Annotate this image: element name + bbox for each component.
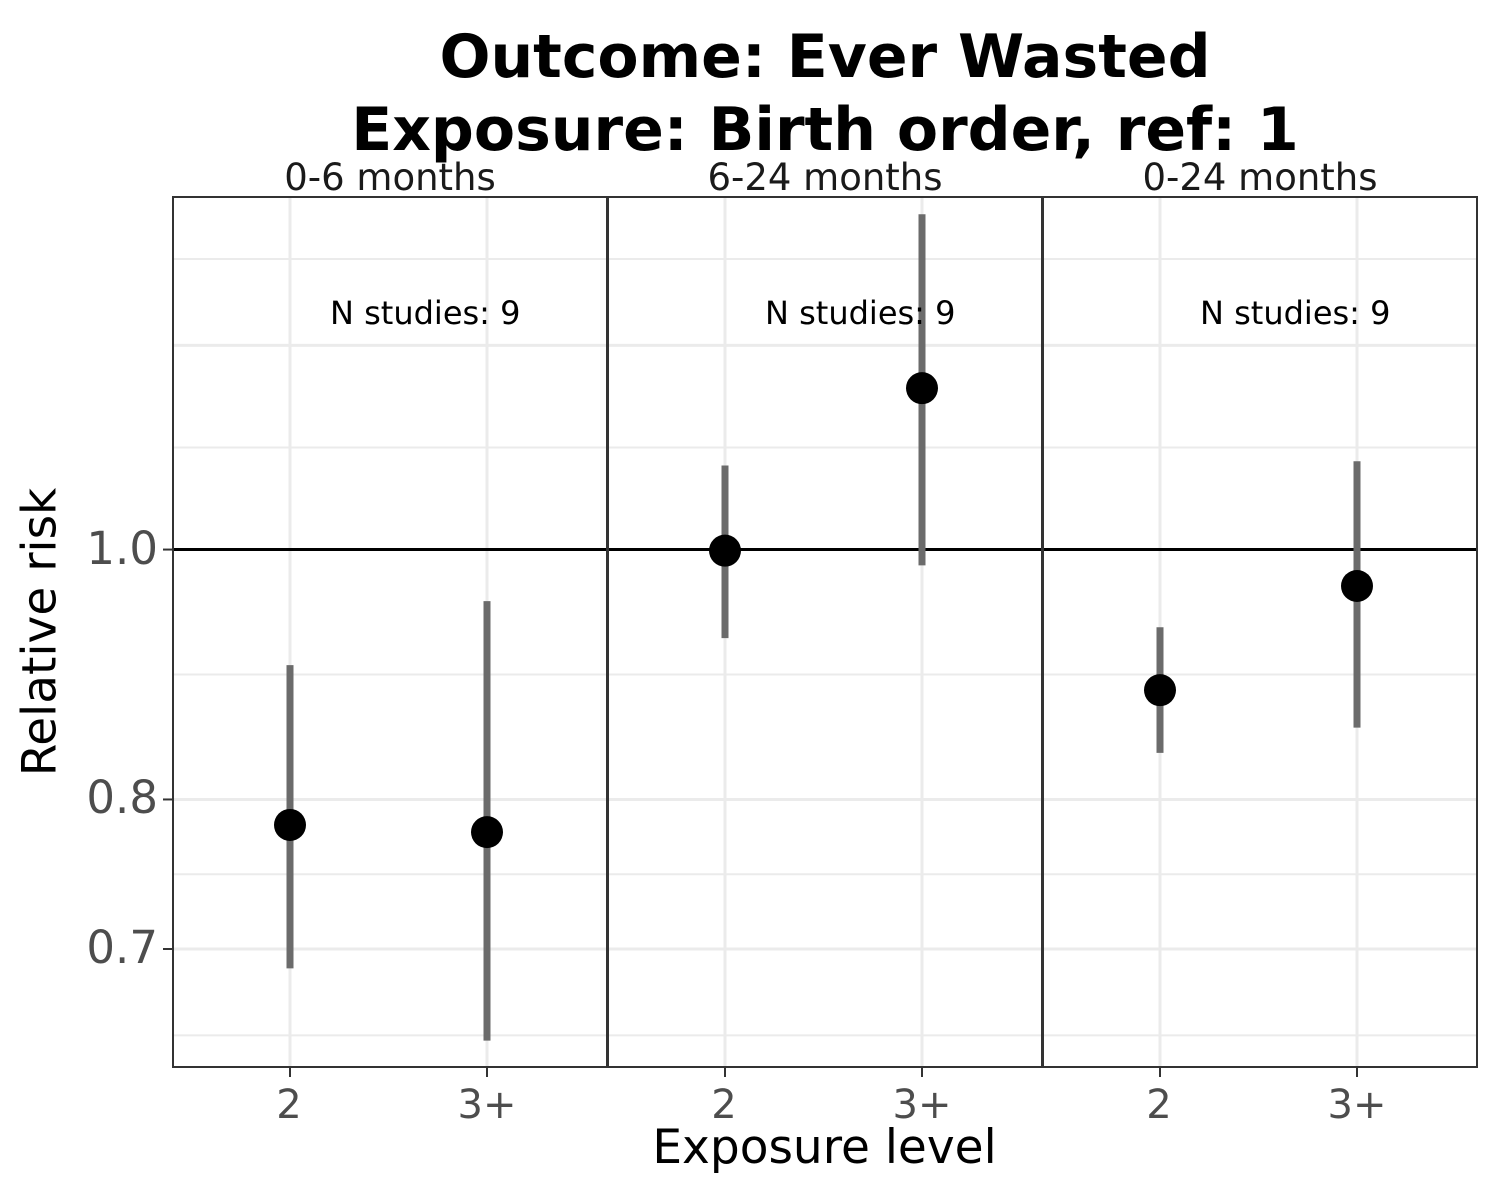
chart-subtitle: Exposure: Birth order, ref: 1 <box>351 95 1299 165</box>
x-tick-label: 3+ <box>457 1082 517 1128</box>
point-estimate <box>1144 674 1176 707</box>
x-tick-label: 3+ <box>892 1082 952 1128</box>
point-estimate <box>1341 569 1373 602</box>
x-tick-label: 2 <box>1146 1082 1172 1128</box>
panel-label-6-24-months: 6-24 months <box>707 156 943 199</box>
panel-label-0-24-months: 0-24 months <box>1142 156 1378 199</box>
chart-title: Outcome: Ever Wasted <box>439 22 1211 92</box>
point-estimate <box>471 816 503 849</box>
x-axis-label: Exposure level <box>652 1120 997 1175</box>
y-tick-label: 0.7 <box>86 921 158 974</box>
point-estimate <box>709 534 741 567</box>
x-tick-label: 2 <box>276 1082 302 1128</box>
x-tick-label: 2 <box>711 1082 737 1128</box>
y-tick-label: 1.0 <box>86 521 158 575</box>
n-studies-annotation: N studies: 9 <box>330 294 521 332</box>
point-estimate <box>274 808 306 841</box>
y-axis-label: Relative risk <box>12 487 68 777</box>
point-estimate <box>906 372 938 405</box>
panel-label-0-6-months: 0-6 months <box>284 156 496 199</box>
x-tick-label: 3+ <box>1327 1082 1387 1128</box>
n-studies-annotation: N studies: 9 <box>1200 294 1391 332</box>
n-studies-annotation: N studies: 9 <box>765 294 956 332</box>
panel-border <box>1042 196 1478 1068</box>
y-tick-label: 0.8 <box>86 771 158 825</box>
